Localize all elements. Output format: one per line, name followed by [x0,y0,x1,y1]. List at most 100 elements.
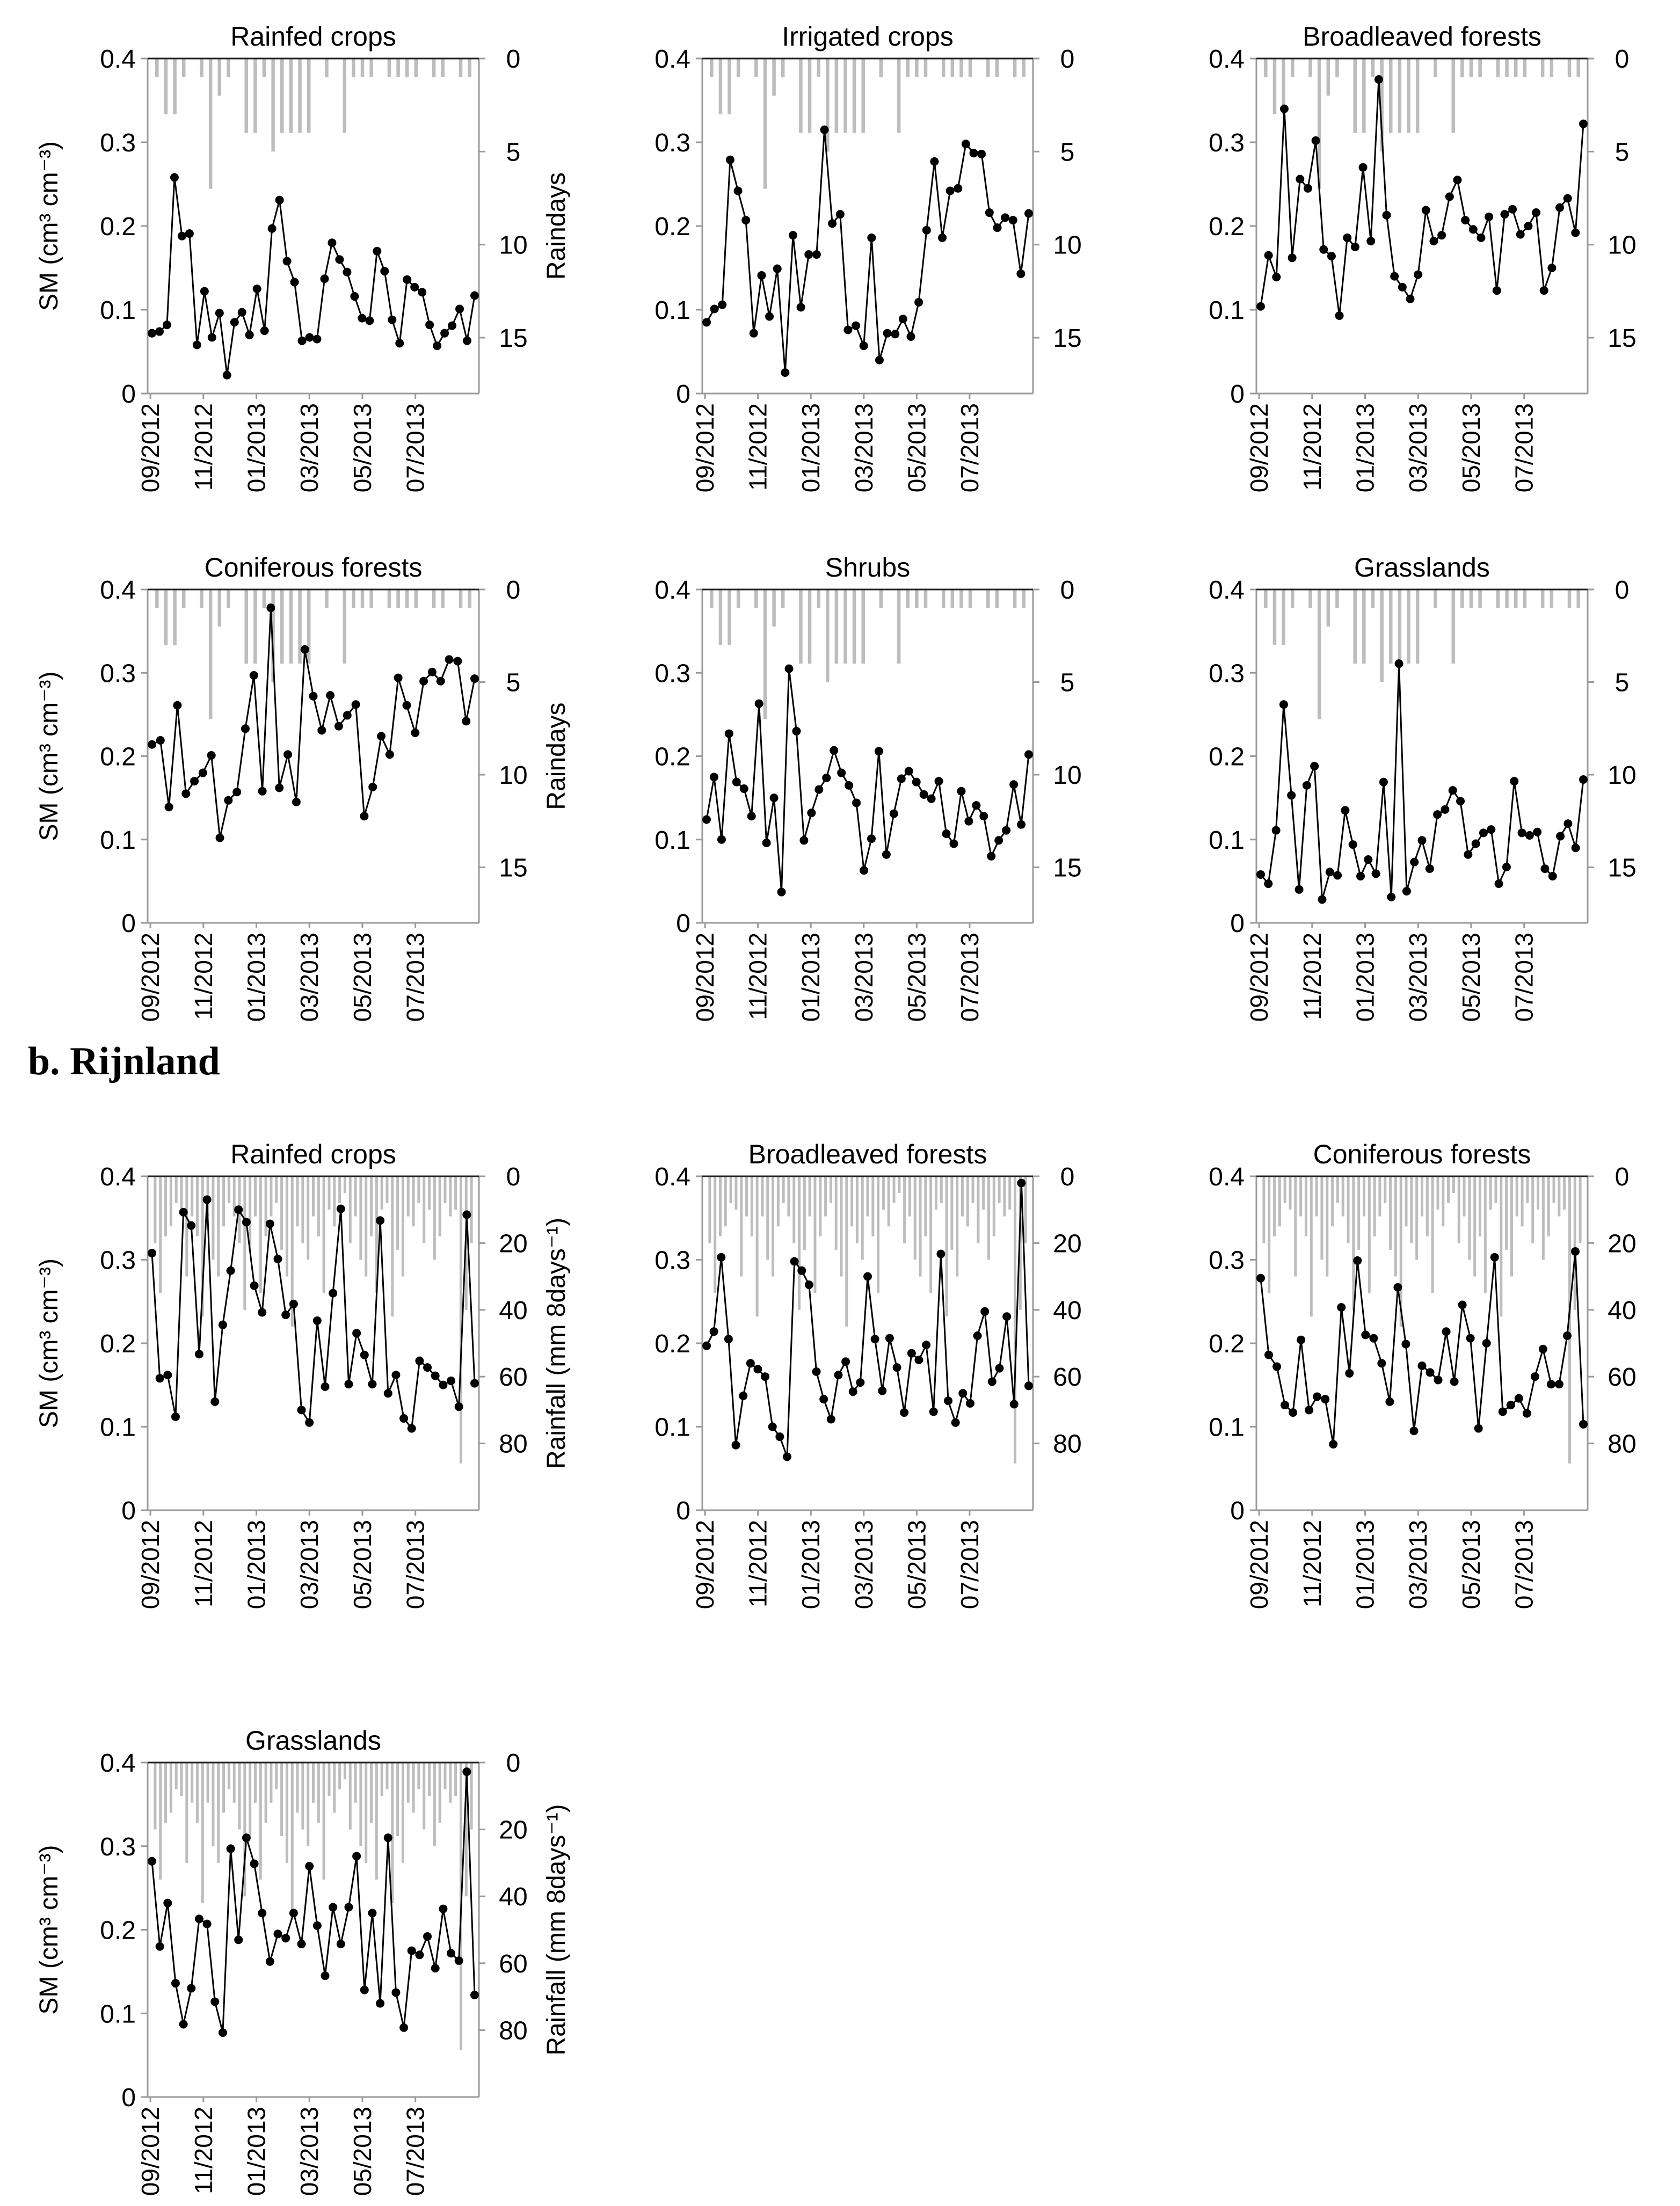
sm-point [985,208,994,217]
rain-bar [724,1176,727,1227]
sm-point [1321,1395,1330,1404]
rain-bar [913,1176,917,1260]
sm-point [187,1984,196,1993]
sm-point [388,315,397,324]
rain-bar [1389,589,1393,664]
rain-bar [328,1176,331,1210]
rain-bar [919,1176,922,1277]
rain-bar [468,589,471,608]
rain-bar [386,1763,389,1789]
sm-point [249,671,258,680]
chart-title: Irrigated crops [782,21,954,52]
sm-point [1571,228,1580,237]
sm-point [702,815,711,824]
rain-bar [761,1176,764,1217]
rain-bar [328,1763,331,1796]
sm-point [739,784,748,793]
rain-bar [195,1763,199,1823]
sm-point [1024,209,1033,218]
sm-point [769,793,779,803]
sm-point [1009,780,1019,789]
rain-bar [755,1176,759,1317]
rain-bar [154,1763,157,1830]
y-right-label: Rainfall (mm 8days⁻¹) [542,1804,571,2055]
rain-bar [803,1176,806,1250]
rain-bar [222,1176,226,1227]
sm-point [898,315,907,324]
sm-point [281,1311,290,1320]
sm-point [1502,862,1511,871]
rain-bar [1373,1176,1376,1236]
rain-bar [825,589,830,682]
sm-point [192,340,201,350]
sm-point [273,1930,282,1939]
sm-point [1563,819,1573,828]
sm-point [1426,1368,1435,1377]
x-tick-label: 11/2012 [190,2107,217,2194]
rain-bar [1410,1176,1413,1243]
rain-bar [227,589,230,608]
rain-bar [348,1763,352,1830]
rain-bar [736,589,740,608]
chart-title: Broadleaved forests [1303,21,1541,52]
sm-point [1532,208,1541,217]
rain-bar [296,1176,299,1227]
sm-point [218,2028,227,2037]
sm-point [222,370,231,380]
x-tick-label: 09/2012 [1245,403,1273,492]
sm-point [1358,163,1368,172]
x-tick-label: 05/2013 [903,1520,930,1609]
x-tick-label: 07/2013 [956,1520,984,1609]
rain-bar [1380,59,1384,152]
rain-bar [464,1763,468,1897]
rain-bar [1407,589,1410,664]
rain-bar [1304,1176,1307,1236]
rain-bar [1505,59,1509,77]
rain-bar [180,1176,183,1210]
right-tick-label: 40 [499,1883,527,1911]
sm-point [1272,1362,1282,1371]
rain-bar [1336,1176,1339,1203]
rain-bar [164,589,168,645]
sm-point [1371,869,1380,878]
sm-point [1417,836,1427,845]
sm-point [852,321,861,330]
sm-point [1279,700,1288,709]
rain-bar [365,1763,368,1863]
rain-bar [317,1763,320,1823]
rain-bar [312,1176,315,1217]
sm-point [266,603,275,613]
sm-point [1485,212,1494,221]
rain-bar [1541,1176,1545,1260]
sm-point [455,304,464,314]
rain-bar [259,1763,262,1880]
sm-point [267,224,277,233]
rain-bar [1494,1176,1497,1203]
sm-point [1450,1377,1459,1386]
sm-point [148,740,156,749]
sm-point [732,777,741,787]
rain-bar [253,589,257,664]
rain-bar [829,1176,832,1203]
rain-bar [843,589,847,664]
rain-bar [1547,1176,1550,1236]
sm-point [1398,282,1407,292]
rain-bar [354,1763,357,1803]
rain-bar [950,1176,954,1250]
right-tick-label: 15 [1608,324,1636,353]
rain-bar [359,1763,362,1846]
sm-point [807,809,816,818]
sm-point [1482,1339,1491,1348]
right-tick-label: 15 [499,854,527,883]
sm-point [391,1988,401,1997]
rain-bar [414,589,418,608]
sm-point [427,667,437,676]
sm-point [156,736,165,745]
sm-point [725,155,734,164]
rain-bar [1579,1176,1582,1243]
rain-bar [1294,1176,1297,1277]
sm-point [265,1219,274,1228]
x-tick-label: 03/2013 [1404,1520,1432,1609]
rain-bar [396,1176,399,1250]
rain-bar [370,1763,373,1823]
